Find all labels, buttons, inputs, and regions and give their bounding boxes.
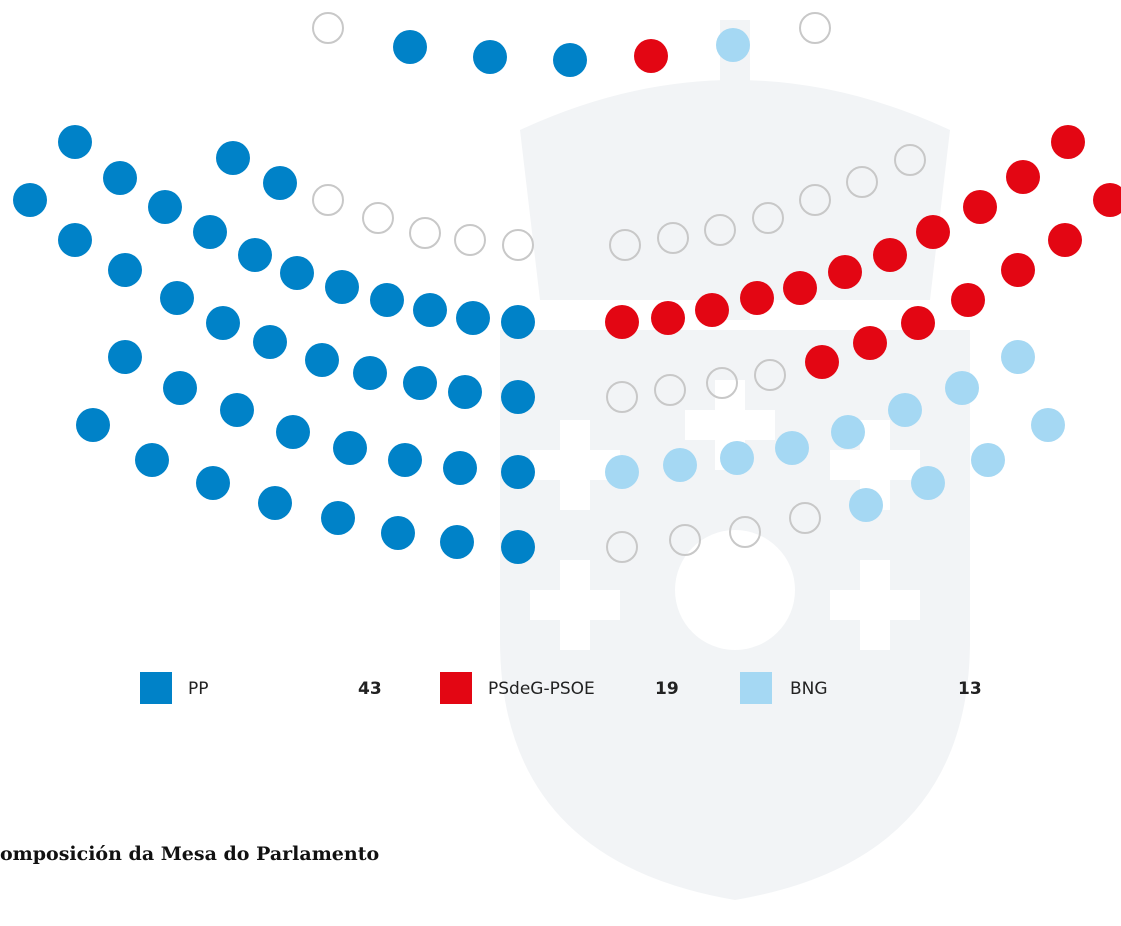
seat [740,281,774,315]
seat [605,455,639,489]
page: omposición da Mesa do Parlamento PP 43 PSd… [0,0,1121,926]
seat [651,301,685,335]
legend-name: PSdeG-PSOE [488,679,595,699]
seat [108,340,142,374]
seat [258,486,292,520]
seat [305,343,339,377]
seat [196,466,230,500]
seat [971,443,1005,477]
seat [775,431,809,465]
seat [456,301,490,335]
seat [206,306,240,340]
seat [888,393,922,427]
seat [916,215,950,249]
seat [1048,223,1082,257]
seat [325,270,359,304]
seat [393,30,427,64]
seat [238,238,272,272]
seat [849,488,883,522]
seat [58,125,92,159]
seat [443,451,477,485]
legend-swatch [740,672,772,704]
legend-name: PP [188,679,209,699]
seat [911,466,945,500]
seat [263,166,297,200]
seat [1001,340,1035,374]
seat [280,256,314,290]
seat [413,293,447,327]
seat-chart-page: omposición da Mesa do Parlamento PP 43 PSd… [0,0,1121,926]
seat [216,141,250,175]
seat [831,415,865,449]
legend-swatch [140,672,172,704]
seat [440,525,474,559]
seat [381,516,415,550]
empty-seat [455,225,485,255]
seat [321,501,355,535]
seat [193,215,227,249]
seat [403,366,437,400]
seat [783,271,817,305]
seat [370,283,404,317]
seat [634,39,668,73]
seat [553,43,587,77]
seat [1051,125,1085,159]
seat [873,238,907,272]
legend-swatch [440,672,472,704]
section-title: omposición da Mesa do Parlamento [0,843,379,865]
seat [951,283,985,317]
seat [501,380,535,414]
seat [253,325,287,359]
seat [163,371,197,405]
seat [160,281,194,315]
legend-name: BNG [790,679,828,699]
empty-seat [313,13,343,43]
seat [501,530,535,564]
seat [108,253,142,287]
seat [945,371,979,405]
legend-seats: 19 [655,679,679,699]
seat [1093,183,1121,217]
seat [828,255,862,289]
empty-seat [313,185,343,215]
seat [103,161,137,195]
seat [605,305,639,339]
seat [276,415,310,449]
empty-seat [410,218,440,248]
seat [333,431,367,465]
seat [58,223,92,257]
seat [76,408,110,442]
seat [448,375,482,409]
seat [388,443,422,477]
seat [695,293,729,327]
legend-seats: 43 [358,679,382,699]
seat [716,28,750,62]
seat [663,448,697,482]
seat [148,190,182,224]
seat [1001,253,1035,287]
empty-seat [503,230,533,260]
seat [963,190,997,224]
seat [805,345,839,379]
legend-seats: 13 [958,679,982,699]
seat [501,455,535,489]
empty-seat [800,13,830,43]
seat [473,40,507,74]
seat [1006,160,1040,194]
empty-seat [363,203,393,233]
seat [853,326,887,360]
seat [353,356,387,390]
seat [13,183,47,217]
seat [220,393,254,427]
seat [135,443,169,477]
seat [1031,408,1065,442]
seat [501,305,535,339]
seat [720,441,754,475]
seat [901,306,935,340]
